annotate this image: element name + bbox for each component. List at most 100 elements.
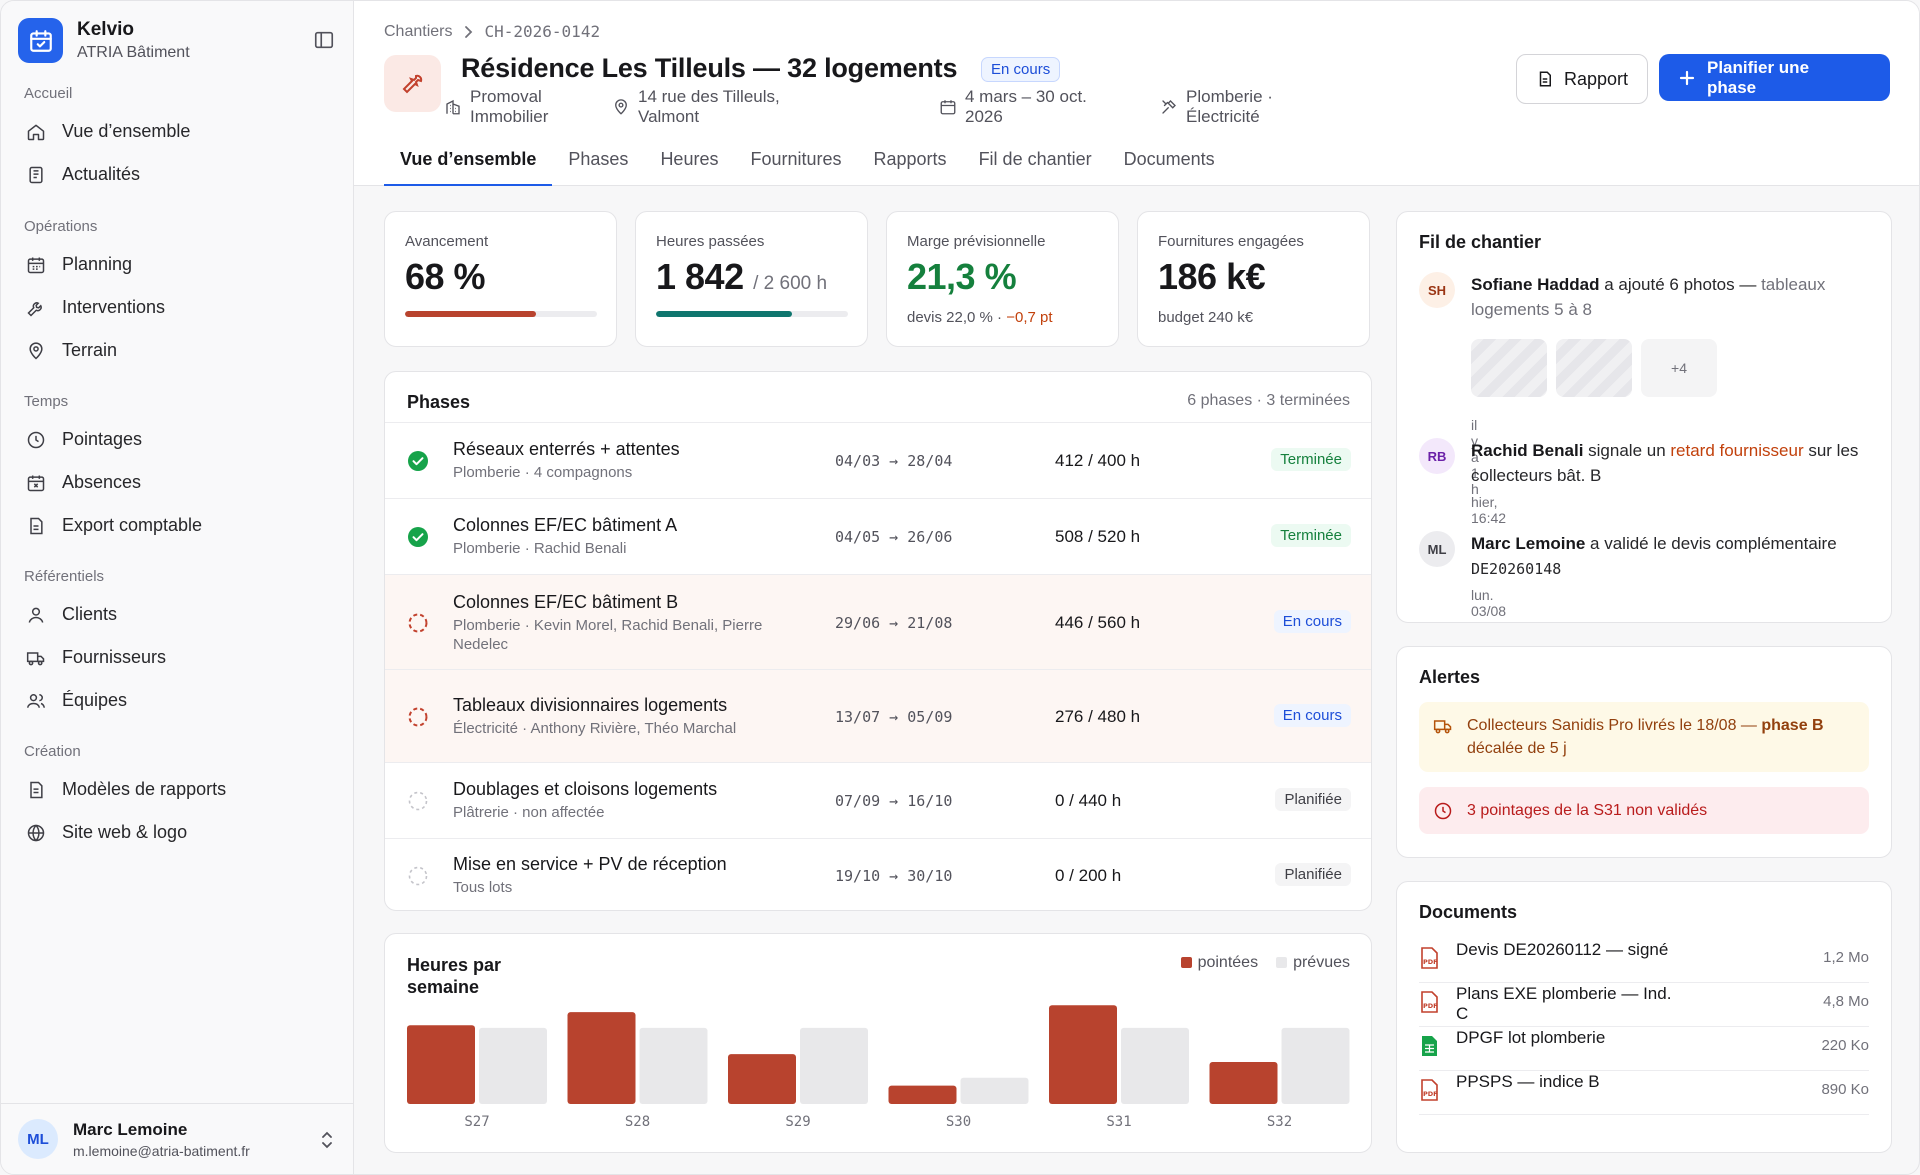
kpi-label: Marge prévisionnelle — [907, 233, 1046, 250]
sidebar-item-label: Planning — [62, 254, 133, 274]
table-row[interactable]: Colonnes EF/EC bâtiment A Plomberie · Rac… — [385, 498, 1371, 574]
sidebar-collapse-icon[interactable] — [313, 29, 335, 51]
plan-phase-button[interactable]: Planifier une phase — [1659, 54, 1890, 101]
report-button[interactable]: Rapport — [1516, 54, 1648, 104]
file-export-icon — [30, 517, 43, 534]
sidebar-item-absences[interactable]: Absences — [1, 461, 354, 504]
table-row[interactable]: Mise en service + PV de réception Tous lo… — [385, 838, 1371, 910]
tab-documents[interactable]: Documents — [1123, 149, 1215, 169]
project-dates-text: 4 mars – 30 oct. 2026 — [965, 87, 1087, 126]
table-row[interactable]: Doublages et cloisons logements Plâtrerie… — [385, 762, 1371, 838]
breadcrumb-parent[interactable]: Chantiers — [384, 22, 453, 40]
feed-target[interactable]: retard fournisseur — [1670, 441, 1804, 460]
feed-author[interactable]: Rachid Benali — [1471, 441, 1584, 460]
sidebar-item-website[interactable]: Site web & logo — [1, 811, 354, 854]
more-photos-button[interactable]: +4 — [1641, 339, 1717, 397]
kpi-supplies-card: Fournitures engagées 186 k€ budget 240 k… — [1137, 211, 1370, 347]
tab-site-feed[interactable]: Fil de chantier — [978, 149, 1092, 169]
sidebar-item-clients[interactable]: Clients — [1, 593, 354, 636]
phases-card: Phases 6 phases · 3 terminées Réseaux en… — [384, 371, 1372, 911]
table-row[interactable]: Tableaux divisionnaires logements Électri… — [385, 669, 1371, 762]
photo-thumbnail[interactable] — [1471, 339, 1547, 397]
breadcrumb: Chantiers CH-2026-0142 — [384, 22, 600, 41]
report-button-label: Rapport — [1563, 68, 1629, 89]
svg-text:PDF: PDF — [1423, 1090, 1438, 1098]
bar-s28-prevues[interactable] — [639, 1027, 708, 1104]
sidebar-item-news[interactable]: Actualités — [1, 153, 354, 196]
document-item[interactable]: PDF PPSPS — indice B 890 Ko — [1419, 1071, 1869, 1115]
bar-s27-pointees[interactable] — [407, 1025, 475, 1104]
sidebar-item-equipes[interactable]: Équipes — [1, 679, 354, 722]
status-badge: En cours — [1273, 703, 1351, 727]
legend-label: prévues — [1293, 954, 1350, 971]
bar-s27-prevues[interactable] — [479, 1027, 547, 1104]
feed-target[interactable]: tableaux logements 5 à 8 — [1471, 275, 1826, 319]
nav-group-title: Référentiels — [24, 568, 105, 585]
sidebar-item-overview[interactable]: Vue d’ensemble — [1, 110, 354, 153]
truck-icon — [1433, 720, 1452, 734]
avatar: ML — [1419, 531, 1455, 567]
phase-name: Doublages et cloisons logements — [453, 779, 718, 799]
building-icon — [446, 99, 460, 115]
bar-s31-pointees[interactable] — [1049, 1005, 1117, 1104]
tab-bar: Vue d’ensemble Phases Heures Fournitures… — [384, 136, 1231, 186]
tab-reports[interactable]: Rapports — [873, 149, 947, 169]
bar-s32-pointees[interactable] — [1209, 1062, 1278, 1104]
sidebar-item-export[interactable]: Export comptable — [1, 504, 354, 547]
photo-thumbnail[interactable] — [1556, 339, 1632, 397]
bar-s30-prevues[interactable] — [960, 1077, 1029, 1104]
feed-time: il y a 1 h — [1471, 417, 1479, 497]
progress-circle-icon — [408, 707, 428, 727]
alert-danger[interactable]: 3 pointages de la S31 non validés — [1419, 787, 1869, 834]
document-item[interactable]: PDF Devis DE20260112 — signé 1,2 Mo — [1419, 939, 1869, 983]
sidebar-item-report-templates[interactable]: Modèles de rapports — [1, 768, 354, 811]
plus-icon — [1679, 70, 1695, 85]
sidebar-item-terrain[interactable]: Terrain — [1, 329, 354, 372]
avatar: SH — [1419, 272, 1455, 308]
document-item[interactable]: PDF Plans EXE plomberie — Ind. C 4,8 Mo — [1419, 983, 1869, 1027]
sidebar-item-pointages[interactable]: Pointages — [1, 418, 354, 461]
tab-overview[interactable]: Vue d’ensemble — [384, 136, 553, 186]
feed-author[interactable]: Sofiane Haddad — [1471, 275, 1600, 294]
chevron-up-down-icon — [320, 1130, 334, 1150]
pdf-file-icon: PDF — [1421, 947, 1438, 969]
tab-supplies[interactable]: Fournitures — [750, 149, 842, 169]
bar-s29-pointees[interactable] — [728, 1054, 796, 1104]
sidebar-item-interventions[interactable]: Interventions — [1, 286, 354, 329]
document-size: 890 Ko — [1821, 1081, 1869, 1098]
feed-time: hier, 16:42 — [1471, 494, 1507, 526]
brand[interactable]: Kelvio ATRIA Bâtiment — [18, 18, 190, 63]
table-row[interactable]: Colonnes EF/EC bâtiment B Plomberie · Kev… — [385, 574, 1371, 669]
bar-s29-prevues[interactable] — [800, 1027, 868, 1104]
phase-hours: 0 / 200 h — [1055, 866, 1122, 885]
calendar-icon — [27, 257, 45, 273]
sidebar-item-label: Fournisseurs — [62, 647, 167, 667]
sidebar-item-fournisseurs[interactable]: Fournisseurs — [1, 636, 354, 679]
hours-bar — [656, 311, 848, 317]
bar-s28-pointees[interactable] — [567, 1012, 636, 1104]
tab-hours[interactable]: Heures — [660, 149, 719, 169]
chart-title: Heures par semaine — [407, 955, 502, 997]
bar-s31-prevues[interactable] — [1121, 1027, 1189, 1104]
bar-s32-prevues[interactable] — [1281, 1027, 1350, 1104]
documents-card: Documents PDF Devis DE20260112 — signé 1,2… — [1396, 881, 1892, 1153]
feed-target[interactable]: DE20260148 — [1471, 560, 1562, 578]
sidebar-item-label: Terrain — [62, 340, 118, 360]
feed-author[interactable]: Marc Lemoine — [1471, 534, 1586, 553]
sidebar-item-planning[interactable]: Planning — [1, 243, 354, 286]
alert-warning[interactable]: Collecteurs Sanidis Pro livrés le 18/08 … — [1419, 702, 1869, 772]
chart-legend: pointées prévues — [1180, 954, 1350, 972]
table-row[interactable]: Réseaux enterrés + attentes Plomberie · 4… — [385, 422, 1371, 498]
user-menu[interactable]: ML Marc Lemoine m.lemoine@atria-batiment… — [1, 1103, 354, 1174]
tab-phases[interactable]: Phases — [568, 149, 629, 169]
bar-s30-pointees[interactable] — [888, 1085, 957, 1104]
phase-name: Colonnes EF/EC bâtiment A — [453, 515, 678, 535]
phase-hours: 0 / 440 h — [1055, 791, 1122, 810]
globe-icon — [27, 823, 45, 842]
truck-icon — [26, 651, 45, 665]
sidebar-item-label: Absences — [62, 472, 142, 492]
phase-hours: 412 / 400 h — [1055, 451, 1141, 470]
document-item[interactable]: DPGF lot plomberie 220 Ko — [1419, 1027, 1869, 1071]
chevron-right-icon — [465, 25, 473, 38]
phase-name: Tableaux divisionnaires logements — [453, 694, 728, 715]
